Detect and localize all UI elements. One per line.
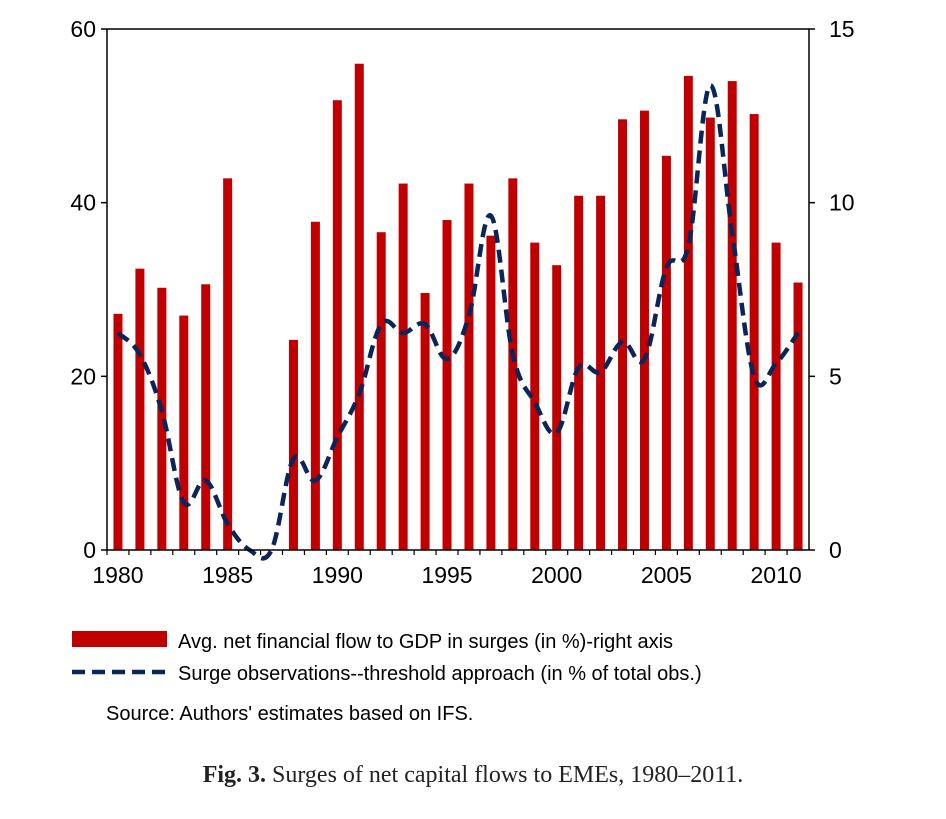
x-tick-label: 1985 bbox=[202, 562, 253, 588]
x-tick-label: 2005 bbox=[641, 562, 692, 588]
x-tick-label: 1990 bbox=[312, 562, 363, 588]
x-tick-label: 1995 bbox=[421, 562, 472, 588]
y-left-tick-label: 20 bbox=[70, 363, 96, 389]
bar-2004 bbox=[639, 110, 649, 550]
bar-series bbox=[113, 63, 803, 551]
bar-1989 bbox=[310, 221, 320, 550]
legend-swatch-bar bbox=[72, 631, 167, 647]
bar-1982 bbox=[157, 287, 167, 550]
bar-2002 bbox=[596, 195, 606, 550]
x-tick-label: 2000 bbox=[531, 562, 582, 588]
surge-line bbox=[116, 83, 800, 561]
x-tick-label: 1980 bbox=[92, 562, 143, 588]
bar-2010 bbox=[771, 242, 781, 551]
y-right-tick-label: 5 bbox=[829, 363, 842, 389]
x-tick-label: 2010 bbox=[751, 562, 802, 588]
bar-2011 bbox=[793, 282, 803, 550]
bar-2000 bbox=[552, 265, 562, 550]
axes bbox=[101, 28, 815, 555]
legend: Avg. net financial flow to GDP in surges… bbox=[72, 631, 702, 725]
bar-1990 bbox=[332, 100, 342, 550]
caption-label: Fig. 3. bbox=[202, 762, 267, 788]
bar-1988 bbox=[288, 339, 298, 550]
bar-2009 bbox=[749, 114, 759, 550]
bar-1997 bbox=[486, 235, 496, 550]
bar-1999 bbox=[530, 242, 540, 551]
bar-2006 bbox=[683, 75, 693, 550]
y-left-tick-label: 40 bbox=[70, 190, 96, 216]
bar-2001 bbox=[574, 195, 584, 550]
bar-1981 bbox=[135, 268, 145, 550]
figure-caption: Fig. 3. Surges of net capital flows to E… bbox=[0, 762, 946, 789]
legend-label-line: Surge observations--threshold approach (… bbox=[178, 663, 702, 685]
bar-2003 bbox=[618, 119, 628, 550]
bar-2008 bbox=[727, 81, 737, 550]
y-right-tick-label: 10 bbox=[829, 190, 855, 216]
bar-1998 bbox=[508, 178, 518, 550]
source-note: Source: Authors' estimates based on IFS. bbox=[106, 703, 473, 725]
y-right-tick-label: 0 bbox=[829, 537, 842, 563]
bar-1995 bbox=[442, 220, 452, 551]
bar-2005 bbox=[661, 155, 671, 550]
bar-1980 bbox=[113, 313, 123, 550]
bar-1985 bbox=[223, 178, 233, 550]
y-right-tick-label: 15 bbox=[829, 16, 855, 42]
bar-1992 bbox=[376, 232, 386, 550]
bar-2007 bbox=[705, 117, 715, 550]
bar-1994 bbox=[420, 292, 430, 550]
y-left-tick-label: 0 bbox=[83, 537, 96, 563]
bar-1991 bbox=[354, 63, 364, 550]
bar-1993 bbox=[398, 183, 408, 550]
caption-text: Surges of net capital flows to EMEs, 198… bbox=[266, 762, 744, 788]
y-left-tick-label: 60 bbox=[70, 16, 96, 42]
bar-1996 bbox=[464, 183, 474, 550]
bar-1984 bbox=[201, 284, 211, 550]
legend-label-bar: Avg. net financial flow to GDP in surges… bbox=[178, 631, 673, 653]
tick-labels: 0 20 40 60 0 5 10 15 1980 1985 1990 1995 2000 2005 201… bbox=[70, 16, 854, 588]
bar-1983 bbox=[179, 315, 189, 550]
